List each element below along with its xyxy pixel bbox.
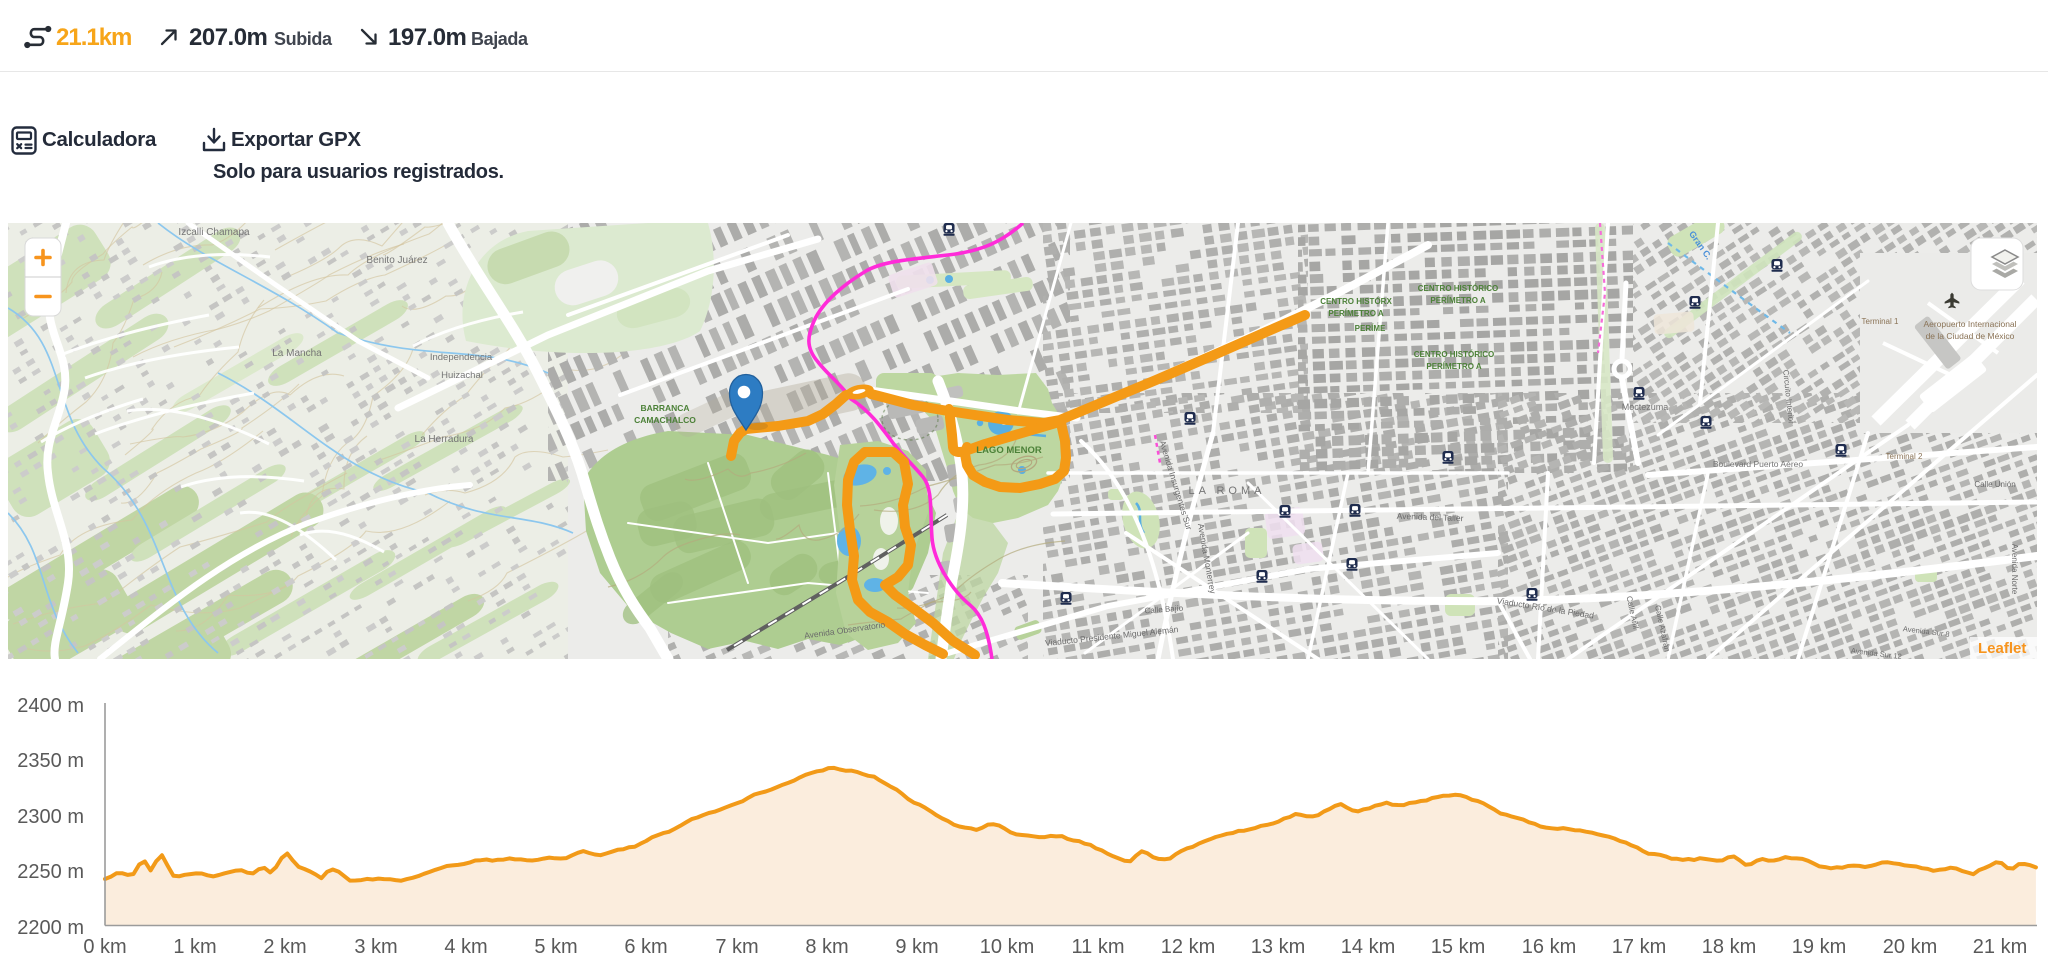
svg-text:2300 m: 2300 m [17,806,84,828]
svg-text:2 km: 2 km [263,936,306,958]
svg-text:1 km: 1 km [173,936,216,958]
svg-text:Avenida del Taller: Avenida del Taller [1397,511,1464,523]
svg-text:LA ROMA: LA ROMA [1189,485,1266,497]
svg-text:19 km: 19 km [1792,936,1846,958]
svg-text:CENTRO HISTÓRICO: CENTRO HISTÓRICO [1414,350,1494,359]
svg-text:16 km: 16 km [1522,936,1576,958]
svg-text:13 km: 13 km [1251,936,1305,958]
svg-text:0 km: 0 km [83,936,126,958]
svg-text:15 km: 15 km [1431,936,1485,958]
svg-text:Aeropuerto Internacional: Aeropuerto Internacional [1923,319,2016,329]
svg-text:4 km: 4 km [444,936,487,958]
svg-text:PERÍMETRO A: PERÍMETRO A [1430,296,1485,305]
svg-text:21 km: 21 km [1973,936,2027,958]
svg-text:La Herradura: La Herradura [415,434,474,445]
svg-text:14 km: 14 km [1341,936,1395,958]
svg-text:Huizachal: Huizachal [441,370,483,381]
svg-text:PERÍMETRO A: PERÍMETRO A [1328,309,1383,318]
svg-text:8 km: 8 km [805,936,848,958]
svg-text:7 km: 7 km [715,936,758,958]
svg-text:12 km: 12 km [1161,936,1215,958]
svg-text:17 km: 17 km [1612,936,1666,958]
svg-text:10 km: 10 km [980,936,1034,958]
svg-text:2350 m: 2350 m [17,750,84,772]
svg-text:LAGO MENOR: LAGO MENOR [976,445,1042,456]
svg-text:9 km: 9 km [895,936,938,958]
svg-text:Calle Unión: Calle Unión [1974,480,2015,489]
svg-text:Terminal 1: Terminal 1 [1862,317,1899,326]
svg-text:CENTRO HISTÓRICO: CENTRO HISTÓRICO [1418,284,1498,293]
svg-text:2200 m: 2200 m [17,917,84,939]
svg-text:6 km: 6 km [624,936,667,958]
svg-text:Moctezuma: Moctezuma [1622,402,1669,412]
svg-text:Terminal 2: Terminal 2 [1886,452,1923,461]
svg-text:Independencia: Independencia [430,352,493,363]
svg-text:Izcalli Chamapa: Izcalli Chamapa [178,227,250,238]
svg-text:2400 m: 2400 m [17,695,84,717]
svg-text:3 km: 3 km [354,936,397,958]
svg-text:2250 m: 2250 m [17,861,84,883]
svg-text:BARRANCA: BARRANCA [640,403,689,413]
svg-text:PERÍMETRO A: PERÍMETRO A [1426,362,1481,371]
svg-text:Benito Juárez: Benito Juárez [366,255,427,266]
svg-text:Calle Bajío: Calle Bajío [1144,604,1184,616]
svg-text:de la Ciudad de México: de la Ciudad de México [1926,331,2015,341]
svg-text:5 km: 5 km [534,936,577,958]
svg-text:CENTRO HISTÓRX: CENTRO HISTÓRX [1320,297,1392,306]
svg-text:Boulevard Puerto Aéreo: Boulevard Puerto Aéreo [1713,459,1804,469]
svg-text:PERÍME: PERÍME [1355,324,1386,333]
svg-text:18 km: 18 km [1702,936,1756,958]
svg-text:Avenida Norte: Avenida Norte [2010,544,2019,595]
svg-text:20 km: 20 km [1883,936,1937,958]
svg-text:Leaflet: Leaflet [1978,640,2026,657]
svg-text:11 km: 11 km [1072,936,1125,958]
svg-text:CAMACHALCO: CAMACHALCO [634,415,696,425]
svg-text:La Mancha: La Mancha [272,348,322,359]
